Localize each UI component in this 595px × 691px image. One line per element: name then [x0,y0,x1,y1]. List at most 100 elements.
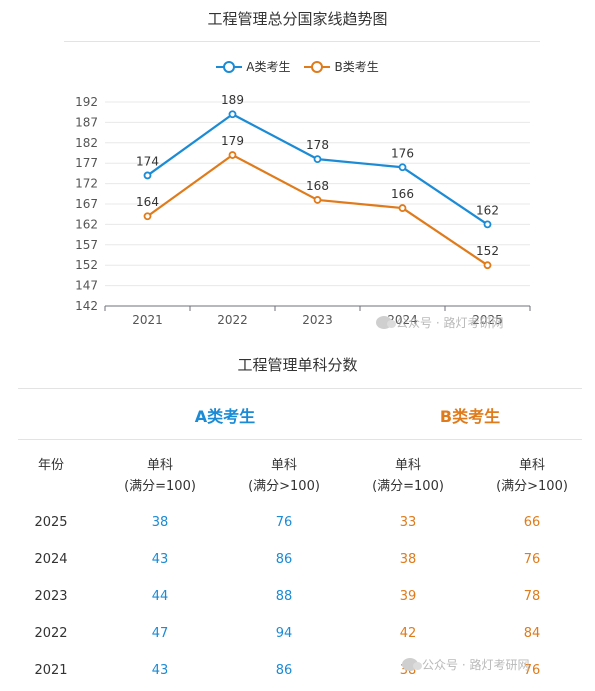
data-label: 164 [136,195,159,209]
series-line-a [146,113,489,226]
data-label: 162 [476,203,499,217]
y-tick-label: 167 [75,197,98,211]
y-tick-label: 172 [75,177,98,191]
data-point [143,212,152,221]
cell-year: 2024 [34,552,68,567]
column-header-a-100: 单科 (满分=100) [100,455,220,497]
cell-b-over100: 76 [523,663,541,678]
cell-b-100: 39 [399,589,417,604]
data-label: 152 [476,244,499,258]
column-header-b-100-full: (满分=100) [372,479,444,494]
cell-a-over100: 88 [275,589,293,604]
legend-item-b[interactable]: B类考生 [304,58,379,75]
x-tick-label: 2021 [132,313,163,327]
cell-year: 2025 [34,515,68,530]
wechat-icon [402,658,422,671]
cell-a-over100: 76 [275,515,293,530]
data-point [398,204,407,212]
y-tick-label: 162 [75,217,98,231]
data-label: 176 [391,146,414,160]
cell-year: 2022 [34,626,68,641]
data-point [143,171,152,180]
group-header-b: B类考生 [439,407,501,426]
table-row: 2025 38 76 33 66 [0,515,595,535]
column-header-b-over100: 单科 (满分>100) [472,455,592,497]
y-tick-label: 142 [75,299,98,313]
y-tick-label: 152 [75,258,98,272]
cell-a-100: 38 [151,515,169,530]
cell-year: 2023 [34,589,68,604]
cell-b-over100: 66 [523,515,541,530]
table-row: 2022 47 94 42 84 [0,626,595,646]
x-tick-label: 2022 [217,313,248,327]
cell-b-100: 42 [399,626,417,641]
data-label: 168 [306,179,329,193]
cell-a-100: 43 [151,552,169,567]
legend-item-a[interactable]: A类考生 [216,58,290,75]
y-tick-label: 177 [75,156,98,170]
title-divider [64,41,540,42]
data-point [228,151,237,159]
column-header-a-100-single: 单科 [146,458,173,473]
column-header-a-over100-full: (满分>100) [248,479,320,494]
cell-b-100: 33 [399,515,417,530]
cell-a-over100: 86 [275,552,293,567]
column-header-b-100-single: 单科 [394,458,421,473]
table-row: 2023 44 88 39 78 [0,589,595,609]
data-label: 174 [136,154,159,168]
table-row: 2024 43 86 38 76 [0,552,595,572]
data-point [483,261,492,270]
column-header-a-100-full: (满分=100) [124,479,196,494]
y-tick-label: 182 [75,136,98,150]
cell-a-over100: 86 [275,663,293,678]
cell-a-over100: 94 [275,626,293,641]
legend-marker-b [304,60,331,73]
y-tick-label: 157 [75,238,98,252]
column-header-b-over100-single: 单科 [518,458,545,473]
cell-a-100: 43 [151,663,169,678]
data-label: 189 [221,93,244,107]
data-point [313,155,322,164]
series-line-b [146,153,489,267]
y-tick-label: 192 [75,95,98,109]
cell-b-over100: 78 [523,589,541,604]
cell-a-100: 47 [151,626,169,641]
cell-year: 2021 [34,663,68,678]
column-header-a-over100-single: 单科 [270,458,297,473]
chart-title: 工程管理总分国家线趋势图 [207,10,388,28]
watermark-text: 公众号 · 路灯考研网 [422,658,530,672]
line-chart: 142 147 152 157 162 167 172 177 182 187 192 2021 202… [75,93,531,327]
data-point [228,110,237,119]
watermark-text: 公众号 · 路灯考研网 [396,316,504,330]
chart-legend: A类考生 B类考生 [0,58,595,75]
data-point [398,163,407,172]
y-tick-label: 147 [75,279,98,293]
legend-marker-a [216,60,243,73]
legend-label-a: A类考生 [246,60,291,74]
table-divider-top [18,388,582,389]
table-title: 工程管理单科分数 [237,356,358,374]
x-tick-label: 2025 [472,313,503,327]
watermark: 公众号 · 路灯考研网 [402,656,529,673]
column-header-year: 年份 [18,455,84,476]
cell-b-over100: 84 [523,626,541,641]
data-point [313,196,322,204]
wechat-icon [376,316,396,329]
cell-b-over100: 76 [523,552,541,567]
group-header-a: A类考生 [194,407,256,426]
watermark: 公众号 · 路灯考研网 [376,314,503,331]
data-label: 166 [391,187,414,201]
table-divider-header [18,439,582,440]
column-header-year-label: 年份 [37,458,64,473]
cell-b-100: 38 [399,552,417,567]
y-tick-label: 187 [75,115,98,129]
cell-a-100: 44 [151,589,169,604]
column-header-a-over100: 单科 (满分>100) [224,455,344,497]
data-label: 178 [306,138,329,152]
column-header-b-over100-full: (满分>100) [496,479,568,494]
legend-label-b: B类考生 [334,60,379,74]
data-point [483,220,492,229]
data-label: 179 [221,134,244,148]
column-header-b-100: 单科 (满分=100) [348,455,468,497]
x-tick-label: 2023 [302,313,333,327]
